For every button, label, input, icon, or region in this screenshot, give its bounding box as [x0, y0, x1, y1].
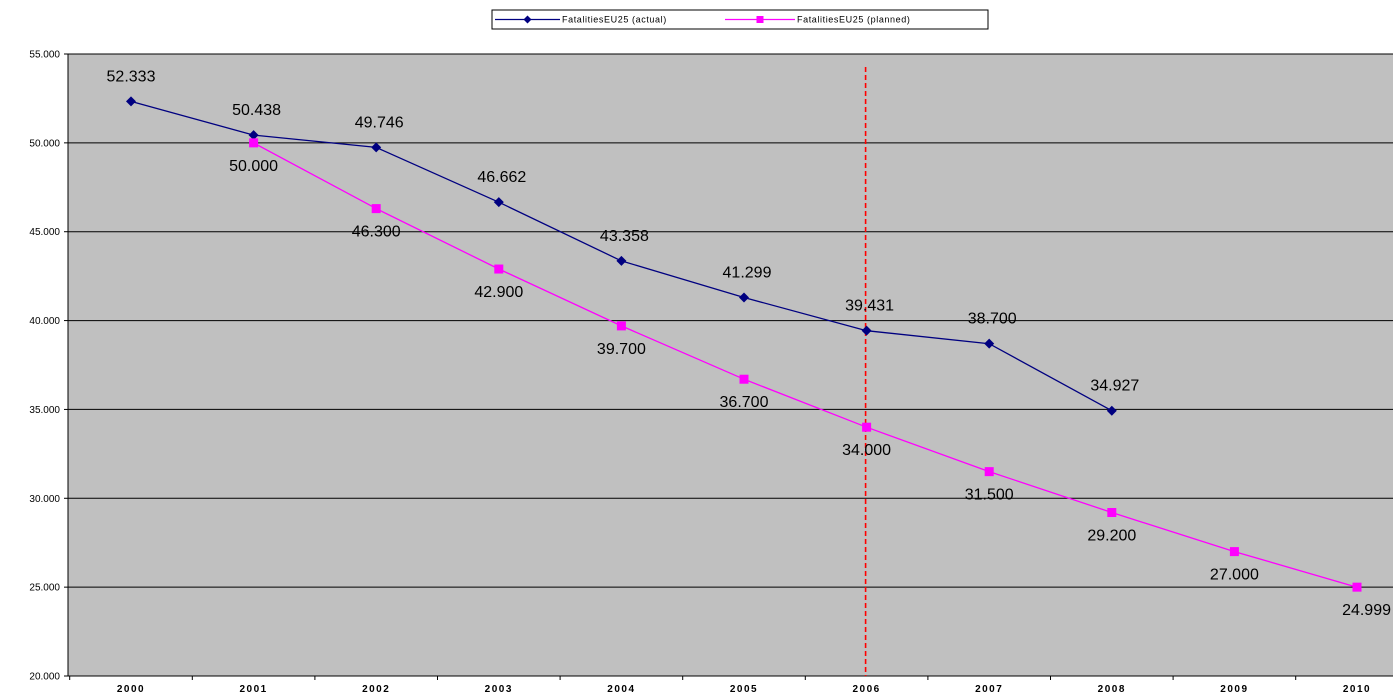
x-tick-label: 2007 — [975, 684, 1003, 695]
data-point-actual — [984, 338, 995, 349]
x-tick-label: 2009 — [1220, 684, 1248, 695]
data-point-planned — [862, 422, 872, 432]
series-markers — [126, 96, 1362, 592]
x-tick-label: 2010 — [1343, 684, 1371, 695]
data-label-planned: 31.500 — [965, 487, 1014, 504]
data-point-actual — [493, 197, 504, 208]
data-label-actual: 38.700 — [968, 311, 1017, 328]
x-tick-label: 2008 — [1098, 684, 1126, 695]
axes — [67, 54, 1393, 677]
y-tick-label: 30.000 — [29, 494, 60, 505]
x-tick-label: 2006 — [852, 684, 880, 695]
data-label-planned: 27.000 — [1210, 567, 1259, 584]
data-label-planned: 24.999 — [1342, 602, 1391, 619]
legend-actual-marker — [523, 15, 532, 24]
data-point-planned — [1229, 547, 1239, 557]
y-tick-label: 40.000 — [29, 316, 60, 327]
data-point-actual — [248, 130, 259, 141]
x-tick-label: 2003 — [485, 684, 513, 695]
data-point-planned — [616, 321, 626, 331]
data-point-actual — [616, 255, 627, 266]
y-axis-ticks: 20.000 25.000 30.000 35.000 40.000 45.000 50.0… — [29, 50, 68, 683]
x-tick-label: 2004 — [607, 684, 635, 695]
data-point-planned — [249, 138, 259, 148]
y-tick-label: 45.000 — [29, 227, 60, 238]
data-label-actual: 52.333 — [107, 68, 156, 85]
legend-actual-label: FatalitiesEU25 (actual) — [562, 15, 667, 25]
data-labels: 52.333 50.438 49.746 46.662 43.358 41.299 39.4… — [107, 68, 1392, 619]
data-label-actual: 39.431 — [845, 298, 894, 315]
data-label-actual: 49.746 — [355, 114, 404, 131]
data-label-actual: 46.662 — [477, 169, 526, 186]
x-tick-label: 2005 — [730, 684, 758, 695]
y-tick-label: 20.000 — [29, 672, 60, 683]
data-label-planned: 36.700 — [720, 394, 769, 411]
data-point-actual — [1106, 405, 1117, 416]
x-axis-ticks: 2000 2001 2002 2003 2004 2005 2006 2007 2008 2009… — [69, 676, 1371, 695]
data-label-actual: 41.299 — [723, 264, 772, 281]
data-label-planned: 50.000 — [229, 158, 278, 175]
data-point-actual — [126, 96, 136, 107]
data-point-planned — [494, 264, 504, 274]
series-line-planned — [253, 142, 1358, 588]
data-label-planned: 39.700 — [597, 341, 646, 358]
data-point-actual — [861, 325, 872, 336]
legend: FatalitiesEU25 (actual) FatalitiesEU25 (… — [491, 9, 989, 30]
data-label-actual: 43.358 — [600, 228, 649, 245]
x-tick-label: 2001 — [239, 684, 267, 695]
data-label-planned: 34.000 — [842, 442, 891, 459]
data-label-planned: 42.900 — [474, 284, 523, 301]
gridlines — [68, 53, 1393, 588]
data-label-actual: 34.927 — [1090, 378, 1139, 395]
data-label-planned: 29.200 — [1087, 528, 1136, 545]
legend-planned-label: FatalitiesEU25 (planned) — [797, 15, 910, 25]
x-tick-label: 2002 — [362, 684, 390, 695]
data-point-planned — [1107, 508, 1117, 518]
plot-area — [68, 54, 1393, 676]
x-tick-label: 2000 — [117, 684, 145, 695]
data-point-actual — [739, 292, 749, 303]
data-point-planned — [984, 467, 994, 477]
data-label-planned: 46.300 — [352, 224, 401, 241]
y-tick-label: 35.000 — [29, 405, 60, 416]
data-point-planned — [1352, 582, 1362, 592]
data-point-planned — [371, 204, 381, 214]
legend-planned-marker — [756, 16, 764, 23]
y-tick-label: 25.000 — [29, 583, 60, 594]
y-tick-label: 50.000 — [29, 138, 60, 149]
y-tick-label: 55.000 — [29, 50, 60, 61]
data-point-actual — [371, 142, 382, 153]
data-label-actual: 50.438 — [232, 102, 281, 119]
data-point-planned — [739, 374, 749, 384]
